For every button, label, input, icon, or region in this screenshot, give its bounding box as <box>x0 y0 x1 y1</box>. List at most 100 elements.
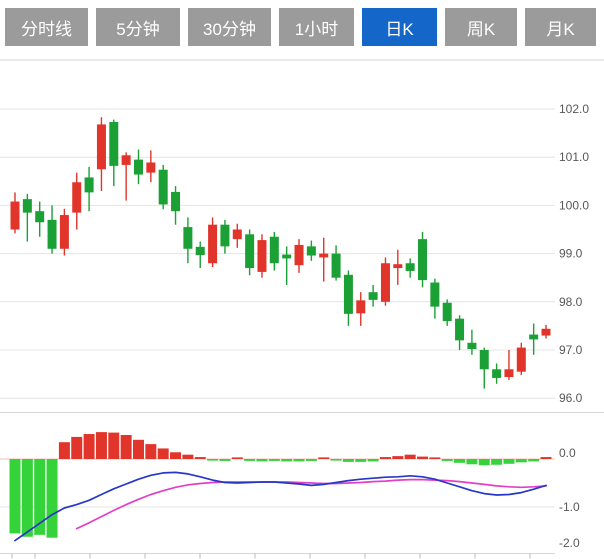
candle-body-41 <box>516 347 526 372</box>
tab-30min[interactable]: 30分钟 <box>188 8 271 46</box>
macd-bar-12 <box>157 448 169 459</box>
candle-body-34 <box>430 282 440 307</box>
macd-bar-17 <box>219 459 231 461</box>
macd-bar-27 <box>342 459 354 462</box>
candle-body-0 <box>10 201 20 230</box>
candle-body-3 <box>47 219 57 249</box>
macd-bar-42 <box>528 459 540 462</box>
price-axis-label-102.0: 102.0 <box>559 102 589 116</box>
macd-bar-18 <box>231 457 243 459</box>
tab-5min-label: 5分钟 <box>116 19 160 39</box>
price-axis-label-100.0: 100.0 <box>559 198 589 212</box>
candle-body-9 <box>121 155 131 165</box>
macd-bar-20 <box>256 459 268 462</box>
candle-body-32 <box>405 263 415 271</box>
macd-bar-21 <box>268 459 280 461</box>
candle-body-14 <box>183 227 193 249</box>
candle-body-5 <box>72 182 82 213</box>
candle-body-18 <box>232 229 242 240</box>
macd-bar-41 <box>515 459 527 463</box>
macd-bar-16 <box>207 459 219 461</box>
period-tabbar: 分时线 5分钟 30分钟 1小时 日K 周K 月K <box>5 8 599 46</box>
price-axis-label-98.0: 98.0 <box>559 295 583 309</box>
candle-body-28 <box>356 300 366 314</box>
tab-week-k-label: 周K <box>466 19 496 39</box>
macd-bar-5 <box>71 436 83 459</box>
candle-body-16 <box>208 224 218 264</box>
dea-line <box>75 478 547 530</box>
tab-time-share[interactable]: 分时线 <box>5 8 88 46</box>
candle-body-40 <box>504 369 514 377</box>
macd-bar-8 <box>108 432 120 459</box>
macd-bar-4 <box>58 442 70 459</box>
macd-bar-34 <box>429 457 441 459</box>
macd-axis-label--1.0: -1.0 <box>559 500 580 514</box>
price-axis-label-97.0: 97.0 <box>559 343 583 357</box>
candle-body-1 <box>22 199 32 213</box>
macd-bar-33 <box>417 456 429 459</box>
candle-body-22 <box>282 254 292 259</box>
tab-1hour[interactable]: 1小时 <box>279 8 354 46</box>
candle-body-35 <box>442 302 452 322</box>
macd-bar-6 <box>83 434 95 459</box>
macd-bar-29 <box>367 459 379 462</box>
macd-bar-26 <box>330 459 342 461</box>
macd-axis-label--2.0: -2.0 <box>559 536 580 550</box>
macd-bar-39 <box>491 459 503 465</box>
macd-bar-35 <box>441 459 453 461</box>
candle-body-6 <box>84 177 94 193</box>
macd-bar-10 <box>132 439 144 459</box>
candle-body-19 <box>245 234 255 269</box>
candle-body-30 <box>380 263 390 302</box>
candle-body-31 <box>393 264 403 269</box>
macd-bar-3 <box>46 459 58 538</box>
macd-bar-22 <box>281 459 293 462</box>
candle-body-36 <box>455 318 465 341</box>
candle-body-27 <box>343 274 353 314</box>
candle-body-29 <box>368 292 378 300</box>
tab-day-k[interactable]: 日K <box>362 8 437 46</box>
candle-body-13 <box>171 191 181 212</box>
candle-body-7 <box>96 124 106 170</box>
candle-body-39 <box>492 369 502 378</box>
candle-body-4 <box>59 215 69 249</box>
macd-bar-2 <box>34 459 46 535</box>
macd-bar-40 <box>503 459 515 464</box>
macd-bar-14 <box>182 454 194 459</box>
macd-bar-15 <box>194 457 206 459</box>
candle-body-20 <box>257 240 267 272</box>
macd-bar-30 <box>379 457 391 459</box>
price-axis-label-101.0: 101.0 <box>559 150 589 164</box>
macd-bar-31 <box>392 456 404 459</box>
macd-bar-11 <box>145 444 157 459</box>
tab-month-k-label: 月K <box>546 19 575 39</box>
candle-body-15 <box>195 246 205 256</box>
candle-body-10 <box>133 159 143 175</box>
candle-body-2 <box>35 211 45 223</box>
tab-5min[interactable]: 5分钟 <box>96 8 180 46</box>
candle-body-25 <box>319 253 329 258</box>
macd-bar-28 <box>355 459 367 462</box>
candle-body-42 <box>529 334 539 340</box>
macd-axis-label-0.0: 0.0 <box>559 446 576 460</box>
price-axis-label-99.0: 99.0 <box>559 247 583 261</box>
candle-body-23 <box>294 244 304 266</box>
candle-body-8 <box>109 122 119 166</box>
tab-week-k[interactable]: 周K <box>445 8 517 46</box>
candle-body-38 <box>479 350 489 370</box>
dif-line <box>14 471 547 542</box>
macd-bar-7 <box>95 432 107 459</box>
tab-time-share-label: 分时线 <box>21 19 72 39</box>
candle-body-33 <box>418 239 428 281</box>
macd-bar-25 <box>318 457 330 459</box>
candle-body-17 <box>220 224 230 247</box>
macd-bar-38 <box>478 459 490 466</box>
candle-body-24 <box>306 246 316 256</box>
tab-month-k[interactable]: 月K <box>525 8 596 46</box>
tab-day-k-label: 日K <box>385 19 414 39</box>
macd-bar-32 <box>404 454 416 459</box>
candle-body-11 <box>146 162 156 173</box>
macd-bar-19 <box>244 459 256 461</box>
